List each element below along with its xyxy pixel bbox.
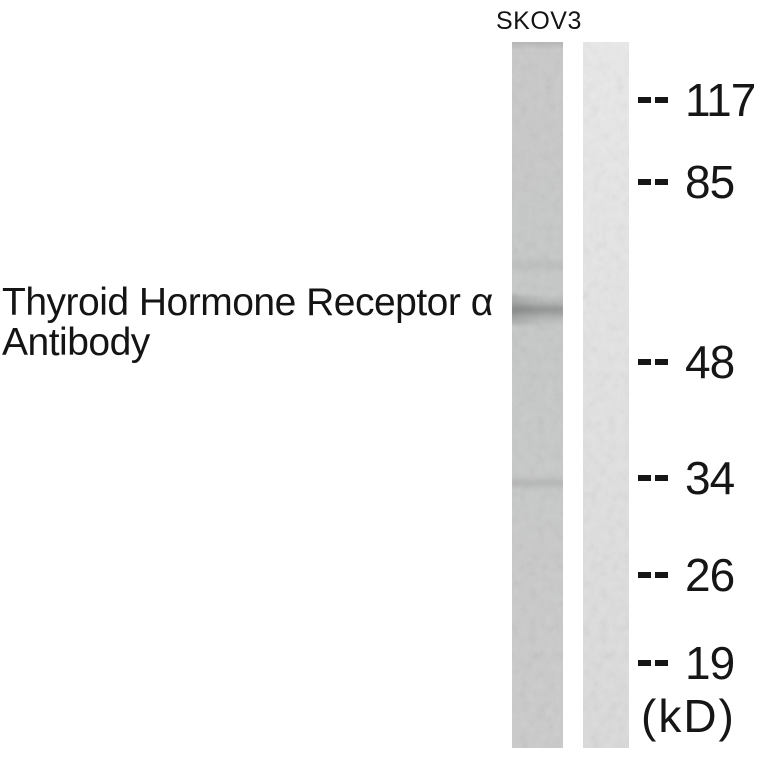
marker-row-117: 117 — [638, 74, 756, 126]
unit-label: (kD) — [641, 690, 736, 742]
marker-label: 34 — [685, 452, 735, 504]
marker-label: 117 — [685, 74, 756, 126]
gel-grain-texture — [512, 42, 563, 748]
gel-lane-control — [583, 42, 629, 748]
marker-row-19: 19 — [638, 637, 735, 689]
marker-label: 26 — [685, 549, 735, 601]
lane-header-label: SKOV3 — [496, 7, 582, 35]
marker-dash-icon — [638, 475, 668, 481]
marker-row-48: 48 — [638, 336, 735, 388]
faint-smudge — [512, 258, 563, 272]
faint-band — [512, 476, 563, 490]
marker-label: 48 — [685, 336, 735, 388]
antibody-label: Thyroid Hormone Receptor α Antibody — [2, 283, 493, 363]
protein-band — [512, 295, 563, 325]
marker-dash-icon — [638, 359, 668, 365]
gel-grain-texture — [583, 42, 629, 748]
marker-label: 85 — [685, 156, 735, 208]
marker-dash-icon — [638, 97, 668, 103]
marker-row-34: 34 — [638, 452, 735, 504]
marker-dash-icon — [638, 179, 668, 185]
marker-scale: 117 85 48 34 26 19 — [636, 0, 764, 764]
marker-dash-icon — [638, 572, 668, 578]
antibody-label-line1: Thyroid Hormone Receptor α — [2, 281, 493, 324]
antibody-label-line2: Antibody — [2, 321, 150, 364]
gel-lane-sample — [512, 42, 563, 748]
marker-dash-icon — [638, 660, 668, 666]
marker-label: 19 — [685, 637, 735, 689]
marker-row-26: 26 — [638, 549, 735, 601]
marker-row-85: 85 — [638, 156, 735, 208]
